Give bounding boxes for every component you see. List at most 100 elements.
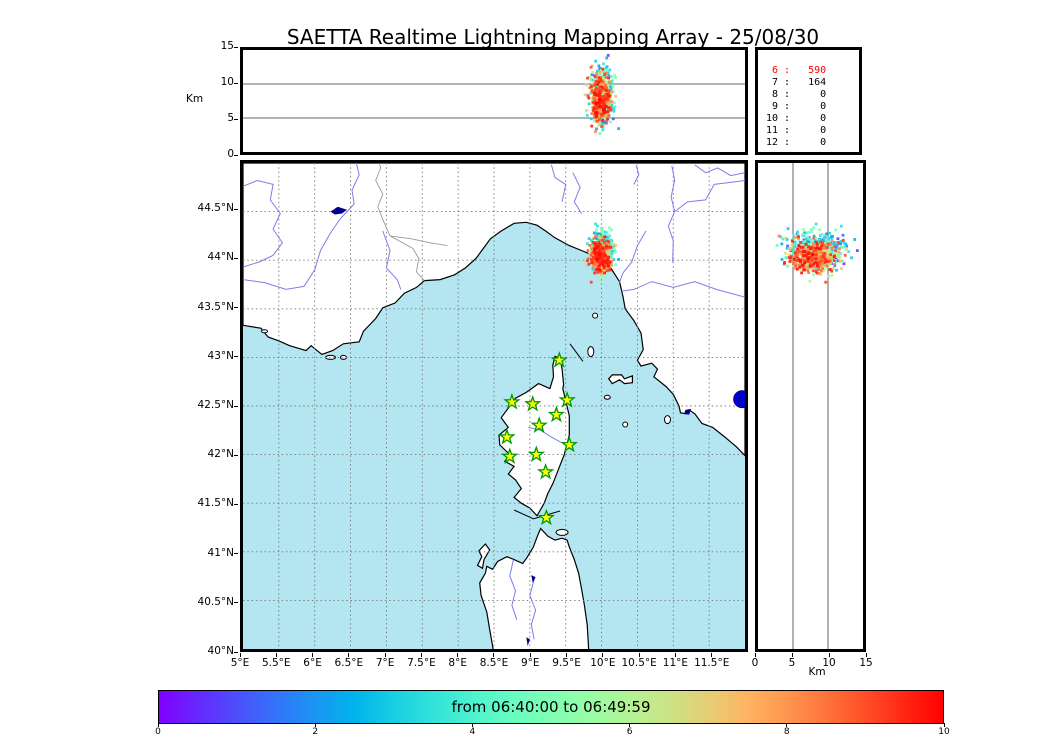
lightning-source-point bbox=[599, 244, 602, 248]
lightning-source-point bbox=[601, 128, 605, 132]
lightning-source-point bbox=[592, 250, 596, 254]
lightning-source-point bbox=[594, 234, 597, 238]
lightning-source-point bbox=[599, 118, 603, 122]
lightning-source-point bbox=[823, 252, 827, 255]
lightning-source-point bbox=[602, 250, 606, 254]
lightning-source-point bbox=[850, 256, 853, 260]
colorbar-tick-label: 2 bbox=[312, 727, 319, 737]
lightning-source-point bbox=[825, 264, 829, 268]
lightning-source-point bbox=[591, 71, 595, 74]
lake bbox=[526, 637, 530, 647]
lightning-source-point bbox=[600, 230, 604, 233]
axis-tick bbox=[234, 553, 238, 555]
lightning-source-point bbox=[819, 261, 823, 265]
axis-tick bbox=[234, 651, 238, 653]
lightning-source-point bbox=[596, 69, 599, 73]
lightning-source-point bbox=[608, 238, 612, 242]
lightning-source-point bbox=[795, 266, 799, 269]
lightning-source-point bbox=[606, 69, 609, 73]
lightning-source-point bbox=[813, 253, 817, 257]
lightning-source-point bbox=[595, 119, 599, 123]
lightning-source-point bbox=[820, 233, 824, 236]
lightning-source-point bbox=[801, 240, 804, 244]
lightning-source-point bbox=[830, 251, 834, 254]
lightning-source-point bbox=[594, 89, 597, 93]
lightning-source-point bbox=[606, 98, 610, 102]
lightning-source-point bbox=[605, 115, 608, 118]
lightning-source-point bbox=[594, 256, 598, 259]
lightning-source-point bbox=[608, 98, 612, 101]
lightning-source-point bbox=[788, 253, 791, 257]
lightning-source-point bbox=[796, 247, 800, 251]
lightning-source-point bbox=[806, 235, 810, 239]
lightning-source-point bbox=[600, 253, 603, 257]
lightning-source-point bbox=[802, 242, 806, 246]
map-panel bbox=[240, 160, 748, 652]
longitude-tick-label: 10°E bbox=[590, 657, 616, 669]
lightning-source-point bbox=[605, 106, 609, 110]
lightning-source-point bbox=[604, 254, 607, 257]
lightning-source-point bbox=[794, 264, 798, 268]
lma-station-marker bbox=[547, 405, 566, 423]
lightning-source-point bbox=[847, 250, 851, 253]
lightning-source-point bbox=[839, 252, 842, 256]
lightning-source-point bbox=[610, 100, 614, 104]
lma-station-marker bbox=[537, 508, 556, 526]
lightning-source-point bbox=[597, 104, 601, 108]
lightning-source-point bbox=[788, 259, 792, 263]
lightning-source-point bbox=[595, 112, 599, 116]
lightning-source-point bbox=[793, 256, 796, 260]
lightning-source-point bbox=[815, 249, 819, 253]
lightning-source-point bbox=[598, 264, 601, 268]
river bbox=[509, 559, 518, 620]
axis-tick bbox=[566, 653, 568, 657]
lightning-source-point bbox=[829, 261, 832, 265]
lightning-source-point bbox=[597, 78, 601, 82]
lightning-source-point bbox=[816, 262, 819, 265]
river bbox=[694, 164, 745, 177]
lightning-source-point bbox=[807, 243, 811, 246]
altitude-tick-label: 5 bbox=[788, 657, 796, 669]
lightning-source-point bbox=[786, 264, 789, 268]
lightning-source-point bbox=[589, 117, 593, 121]
longitude-tick-label: 11.5°E bbox=[694, 657, 730, 669]
lightning-source-point bbox=[597, 268, 601, 271]
axis-tick bbox=[602, 653, 604, 657]
lightning-source-point bbox=[790, 239, 794, 243]
lma-station-marker bbox=[550, 351, 568, 368]
lightning-source-point bbox=[815, 271, 819, 275]
lightning-source-point bbox=[597, 64, 601, 68]
lightning-source-point bbox=[599, 228, 603, 231]
lightning-source-point bbox=[798, 265, 801, 269]
lightning-source-point bbox=[599, 233, 603, 237]
lightning-source-point bbox=[789, 256, 793, 260]
lightning-source-point bbox=[810, 228, 813, 231]
lightning-source-point bbox=[823, 253, 827, 257]
axis-tick bbox=[711, 653, 713, 657]
lightning-source-point bbox=[799, 260, 802, 263]
lightning-source-point bbox=[595, 101, 599, 105]
lightning-source-point bbox=[612, 90, 615, 94]
lightning-source-point bbox=[807, 271, 811, 274]
lightning-source-point bbox=[819, 256, 823, 259]
lightning-source-point bbox=[825, 238, 828, 241]
lightning-source-point bbox=[591, 99, 594, 103]
lightning-source-point bbox=[823, 260, 827, 264]
lightning-source-point bbox=[612, 258, 616, 261]
lightning-source-point bbox=[608, 115, 612, 119]
lightning-source-point bbox=[828, 256, 832, 260]
lightning-source-point bbox=[605, 252, 609, 256]
lightning-source-point bbox=[803, 231, 806, 235]
lightning-source-point bbox=[595, 251, 599, 254]
lightning-source-point bbox=[805, 256, 809, 259]
lightning-source-point bbox=[801, 233, 805, 236]
lightning-source-point bbox=[601, 236, 605, 239]
lightning-source-point bbox=[597, 250, 601, 253]
latitude-tick-label: 42°N bbox=[207, 448, 234, 461]
station-count-row: 9 : 0 bbox=[766, 101, 827, 112]
altitude-tick-label: 10 bbox=[822, 657, 836, 669]
lightning-source-point bbox=[610, 255, 613, 258]
lightning-source-point bbox=[610, 263, 614, 267]
lake bbox=[330, 206, 347, 215]
axis-tick bbox=[457, 653, 459, 657]
